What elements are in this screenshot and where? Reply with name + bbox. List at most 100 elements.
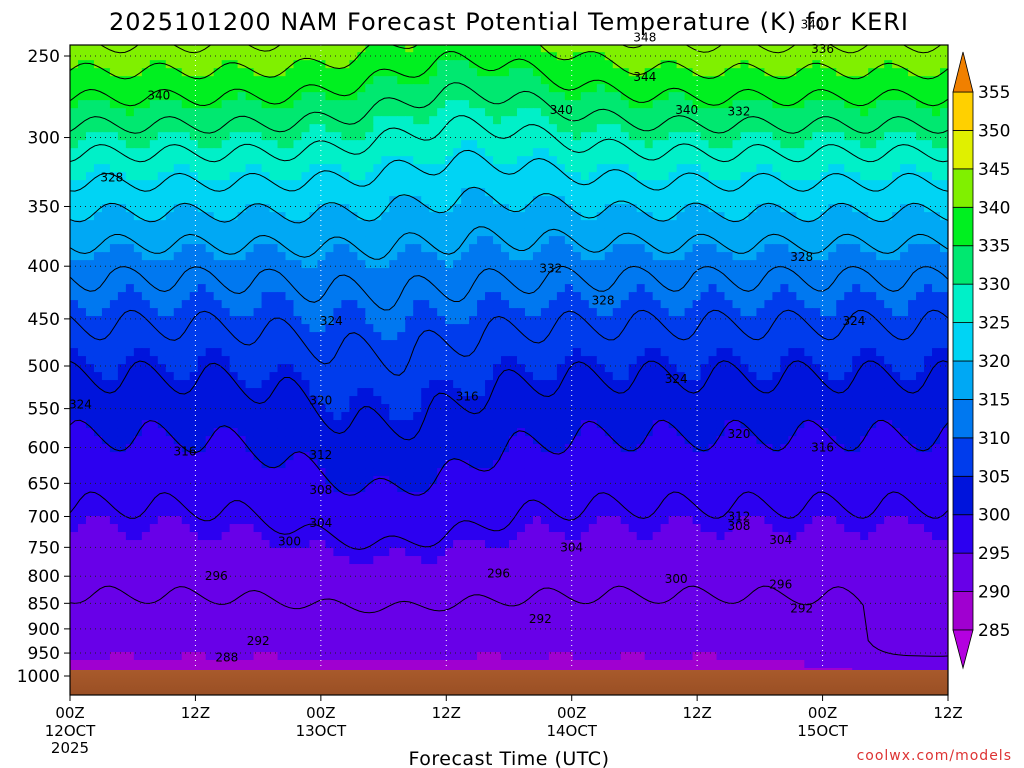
band-cell (245, 188, 255, 197)
band-cell (85, 276, 95, 285)
band-cell (237, 108, 247, 117)
band-cell (173, 196, 183, 205)
band-cell (485, 45, 494, 53)
band-cell (804, 244, 813, 253)
band-cell (828, 204, 837, 213)
band-cell (237, 308, 247, 317)
band-cell (924, 76, 933, 85)
band-cell (524, 260, 534, 269)
band-cell (636, 148, 646, 157)
band-cell (133, 172, 143, 181)
band-cell (724, 236, 734, 245)
band-cell (365, 292, 374, 301)
band-cell (516, 196, 526, 205)
band-cell (676, 204, 686, 213)
band-cell (373, 188, 382, 197)
band-cell (756, 276, 766, 285)
band-cell (804, 252, 813, 261)
band-cell (868, 260, 877, 269)
band-cell (564, 236, 574, 245)
band-cell (644, 220, 654, 229)
band-cell (724, 268, 734, 277)
band-cell (477, 180, 486, 189)
band-cell (812, 276, 821, 285)
band-cell (469, 308, 478, 317)
band-cell (860, 244, 869, 253)
band-cell (245, 196, 255, 205)
band-cell (333, 244, 342, 253)
band-cell (301, 164, 311, 173)
band-cell (173, 284, 183, 293)
band-cell (668, 45, 678, 53)
band-cell (461, 0, 470, 5)
band-cell (812, 132, 821, 141)
band-cell (429, 180, 438, 189)
band-cell (828, 84, 837, 93)
band-cell (644, 116, 654, 125)
band-cell (556, 100, 566, 109)
band-cell (413, 140, 422, 149)
band-cell (524, 45, 534, 53)
band-cell (812, 0, 821, 5)
band-cell (572, 180, 582, 189)
band-cell (708, 268, 718, 277)
band-cell (532, 52, 542, 61)
band-cell (413, 172, 422, 181)
band-cell (101, 164, 111, 173)
band-cell (341, 220, 350, 229)
band-cell (365, 108, 374, 117)
band-cell (101, 236, 111, 245)
band-cell (245, 124, 255, 133)
band-cell (668, 124, 678, 133)
band-cell (916, 300, 925, 309)
band-cell (700, 132, 710, 141)
band-cell (117, 276, 127, 285)
band-cell (469, 60, 478, 69)
band-cell (245, 292, 255, 301)
band-cell (572, 212, 582, 221)
band-cell (189, 100, 199, 109)
band-cell (165, 204, 175, 213)
band-cell (516, 132, 526, 141)
band-cell (349, 60, 358, 69)
band-cell (445, 76, 454, 85)
band-cell (724, 292, 734, 301)
band-cell (165, 244, 175, 253)
band-cell (548, 148, 558, 157)
band-cell (612, 172, 622, 181)
band-cell (421, 260, 430, 269)
band-cell (844, 276, 853, 285)
band-cell (804, 300, 813, 309)
band-cell (357, 308, 366, 317)
band-cell (445, 220, 454, 229)
band-cell (357, 260, 366, 269)
band-cell (181, 124, 191, 133)
band-cell (908, 0, 917, 5)
band-cell (461, 268, 470, 277)
band-cell (333, 92, 342, 101)
band-cell (612, 188, 622, 197)
band-cell (381, 164, 390, 173)
band-cell (916, 196, 925, 205)
band-cell (668, 244, 678, 253)
band-cell (341, 228, 350, 237)
band-cell (764, 0, 773, 5)
band-cell (165, 116, 175, 125)
band-cell (421, 0, 430, 5)
band-cell (684, 252, 694, 261)
band-cell (365, 244, 374, 253)
band-cell (109, 252, 119, 261)
band-cell (469, 76, 478, 85)
band-cell (580, 76, 590, 85)
band-cell (246, 0, 255, 5)
band-cell (101, 196, 111, 205)
band-cell (437, 244, 446, 253)
band-cell (437, 196, 446, 205)
band-cell (413, 156, 422, 165)
band-cell (796, 188, 805, 197)
band-cell (732, 244, 742, 253)
band-cell (908, 52, 917, 61)
band-cell (676, 236, 686, 245)
band-cell (253, 260, 263, 269)
band-cell (149, 148, 159, 157)
